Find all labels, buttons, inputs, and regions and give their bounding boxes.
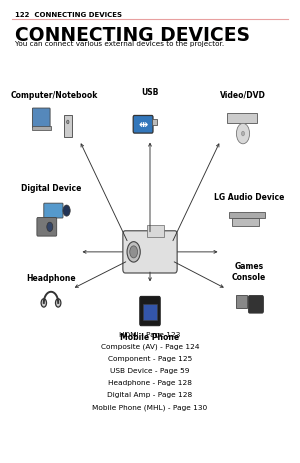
Bar — [236, 296, 247, 309]
Text: Video/DVD: Video/DVD — [220, 91, 266, 100]
Text: HDMI - Page 123: HDMI - Page 123 — [119, 331, 181, 337]
Bar — [32, 127, 51, 131]
Text: CONNECTING DEVICES: CONNECTING DEVICES — [15, 26, 250, 45]
Bar — [226, 114, 256, 124]
Text: Headphone: Headphone — [26, 274, 76, 282]
Text: LG Audio Device: LG Audio Device — [214, 193, 284, 201]
Circle shape — [56, 299, 61, 307]
Circle shape — [47, 223, 53, 232]
Circle shape — [130, 246, 138, 258]
Text: You can connect various external devices to the projector.: You can connect various external devices… — [15, 41, 224, 47]
FancyBboxPatch shape — [123, 231, 177, 273]
Circle shape — [63, 206, 70, 217]
Text: Games
Console: Games Console — [232, 262, 266, 281]
Text: Headphone - Page 128: Headphone - Page 128 — [108, 379, 192, 385]
Bar — [152, 119, 157, 126]
FancyBboxPatch shape — [133, 116, 153, 134]
Text: Composite (AV) - Page 124: Composite (AV) - Page 124 — [101, 343, 199, 350]
FancyBboxPatch shape — [140, 297, 160, 326]
Text: Mobile Phone: Mobile Phone — [120, 332, 180, 341]
Text: Digital Device: Digital Device — [21, 183, 81, 192]
Text: USB Device - Page 59: USB Device - Page 59 — [110, 367, 190, 373]
FancyBboxPatch shape — [37, 218, 57, 237]
Text: USB: USB — [141, 88, 159, 97]
Text: ⇹: ⇹ — [138, 120, 148, 130]
FancyBboxPatch shape — [44, 204, 63, 219]
FancyBboxPatch shape — [32, 109, 50, 128]
Text: 122  CONNECTING DEVICES: 122 CONNECTING DEVICES — [15, 13, 122, 18]
Circle shape — [127, 242, 140, 263]
Circle shape — [41, 299, 46, 307]
Bar — [229, 213, 265, 218]
FancyBboxPatch shape — [248, 296, 263, 313]
Text: Component - Page 125: Component - Page 125 — [108, 355, 192, 361]
Bar — [232, 218, 260, 226]
Bar — [143, 304, 157, 320]
Bar — [64, 116, 72, 138]
Text: Mobile Phone (MHL) - Page 130: Mobile Phone (MHL) - Page 130 — [92, 403, 208, 410]
Circle shape — [67, 121, 69, 125]
Bar — [147, 226, 164, 237]
Text: Computer/Notebook: Computer/Notebook — [10, 91, 98, 100]
Circle shape — [236, 124, 250, 144]
Text: Digital Amp - Page 128: Digital Amp - Page 128 — [107, 391, 193, 397]
Circle shape — [242, 132, 244, 137]
